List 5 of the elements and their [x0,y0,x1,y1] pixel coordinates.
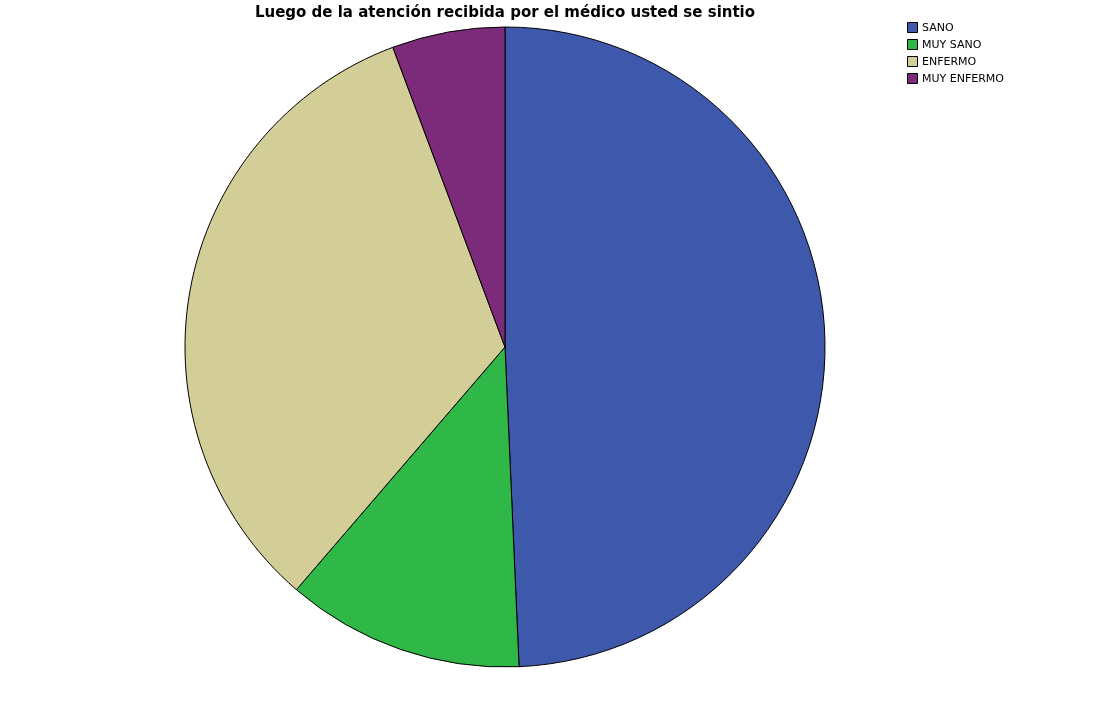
legend-label: MUY ENFERMO [922,71,1005,85]
legend-label: MUY SANO [922,37,982,51]
legend-label: SANO [922,20,954,34]
chart-title: Luego de la atención recibida por el médico usted se sintio [254,3,756,21]
legend-label: ENFERMO [922,54,977,68]
